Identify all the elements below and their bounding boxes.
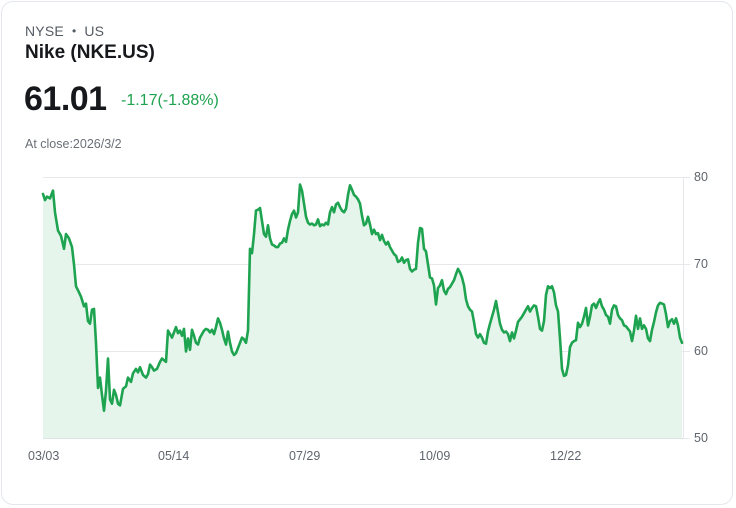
- stock-title: Nike (NKE.US): [25, 42, 155, 63]
- price-area-fill: [43, 184, 682, 439]
- y-tick-80: 80: [694, 170, 708, 184]
- region: US: [84, 23, 105, 39]
- x-tick-1222: 12/22: [550, 449, 582, 463]
- price-change: -1.17(-1.88%): [121, 92, 219, 109]
- y-tick-60: 60: [694, 344, 708, 358]
- close-date-label: At close:2026/3/2: [25, 137, 122, 151]
- x-tick-0514: 05/14: [158, 449, 190, 463]
- y-tick-50: 50: [694, 431, 708, 445]
- price-line[interactable]: [41, 183, 684, 412]
- exchange-info: NYSE • US: [25, 23, 104, 39]
- current-price: 61.01: [24, 80, 107, 118]
- exchange-name: NYSE: [25, 23, 64, 39]
- separator-dot: •: [71, 24, 77, 38]
- x-tick-0729: 07/29: [289, 449, 321, 463]
- y-tick-70: 70: [694, 257, 708, 271]
- x-tick-1009: 10/09: [419, 449, 451, 463]
- x-tick-0303: 03/03: [28, 449, 60, 463]
